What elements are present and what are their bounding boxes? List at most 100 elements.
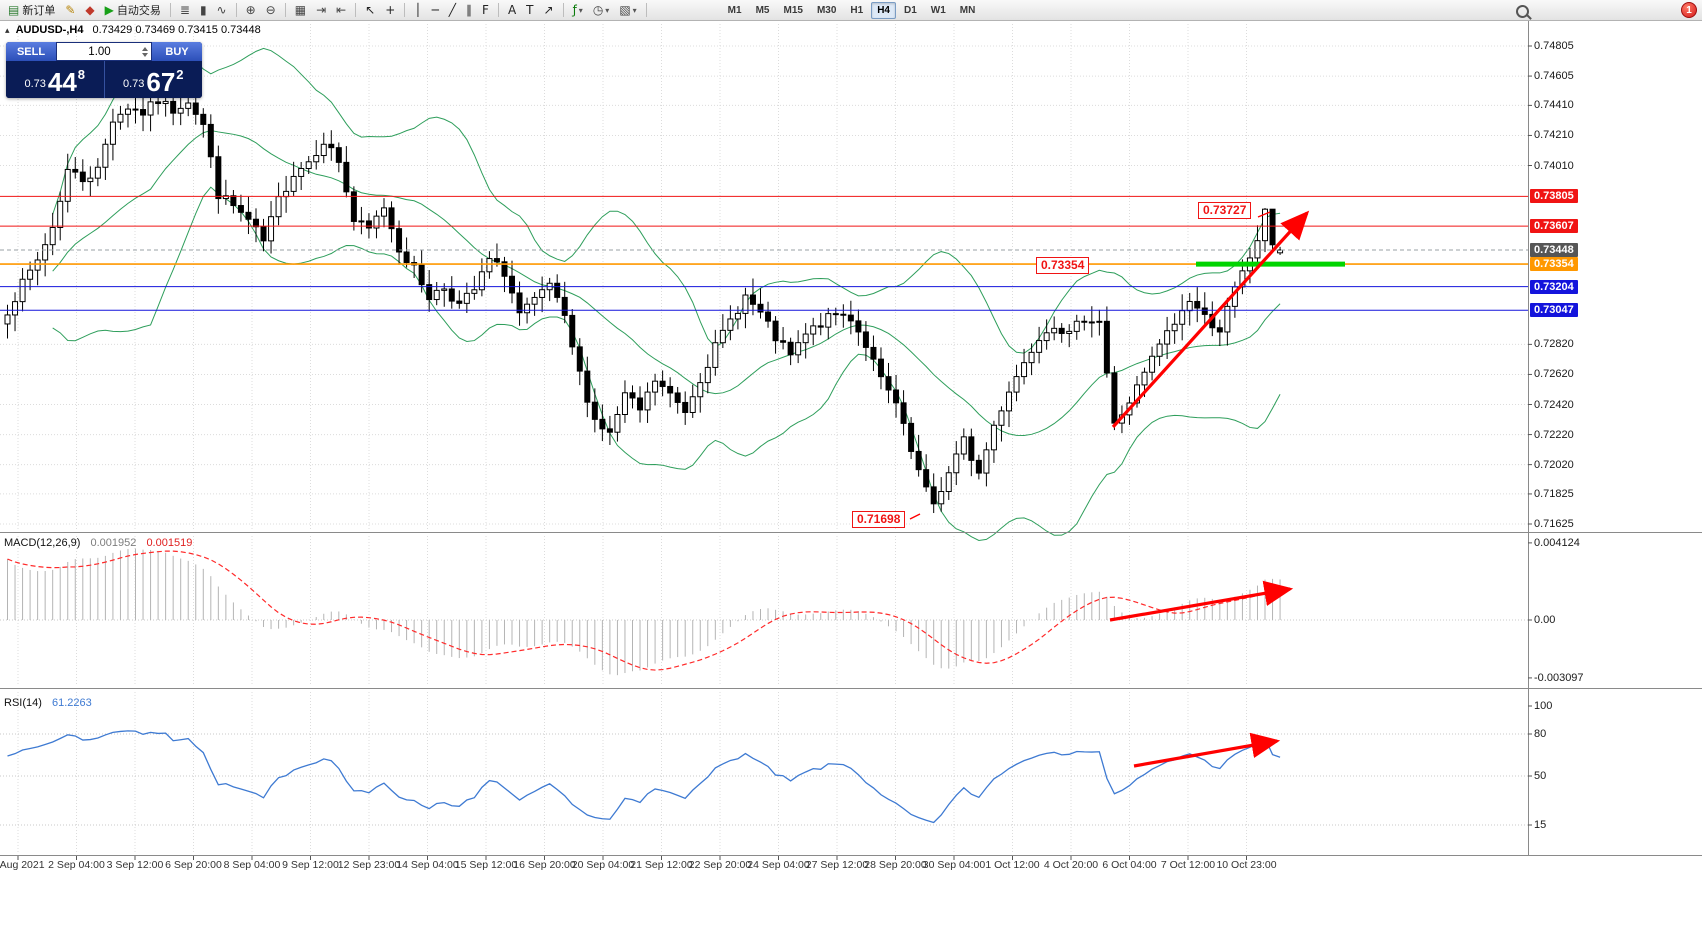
sell-price-big: 44 — [47, 67, 77, 97]
timeframe-m15[interactable]: M15 — [783, 4, 803, 16]
trendline-icon: ╱ — [448, 3, 457, 17]
sell-button[interactable]: SELL — [6, 42, 56, 61]
trend-arrow-rsi[interactable] — [1133, 732, 1281, 768]
tile-windows-icon: ▦ — [294, 3, 307, 17]
toolbar-separator — [562, 3, 564, 17]
macd-name: MACD(12,26,9) — [4, 537, 81, 549]
autotrading-label: 自动交易 — [116, 5, 161, 17]
bar-chart-tool[interactable]: ≣ — [176, 1, 194, 20]
toolbar-separator — [497, 3, 499, 17]
rsi-scale-label: 100 — [1534, 700, 1553, 712]
vertical-line-tool[interactable]: │ — [410, 1, 425, 20]
text-label-tool[interactable]: T — [522, 1, 537, 20]
fibonacci-tool[interactable]: F — [478, 1, 493, 20]
volume-input[interactable]: 1.00 — [56, 42, 152, 61]
main-toolbar: 1 ▤ 新订单 ✎ ◆ ▶ 自动交易 ≣ ▮ ∿ ⊕ ⊖ ▦ ⇥ ⇤ ↖ + │ ─ ╱ ∥ F A T ↗ ƒ ▾ ◷ ▾ ▧ ▾ M1 M… — [0, 0, 1702, 21]
buy-price[interactable]: 0.73 67 2 — [105, 61, 203, 98]
timeframe-d1[interactable]: D1 — [903, 4, 917, 16]
annotation-leader — [909, 513, 921, 520]
timeframe-h1[interactable]: H1 — [850, 4, 864, 16]
price-scale-label: 0.74805 — [1534, 40, 1574, 52]
macd-signal-value: 0.001519 — [146, 537, 193, 549]
rsi-scale-label: 50 — [1534, 770, 1547, 782]
timeframe-mn[interactable]: MN — [959, 4, 976, 16]
volume-spinner[interactable] — [142, 46, 151, 57]
tile-windows-tool[interactable]: ▦ — [291, 1, 310, 20]
trendline-tool[interactable]: ╱ — [445, 1, 460, 20]
notification-badge[interactable]: 1 — [1681, 2, 1697, 18]
timeframe-m1[interactable]: M1 — [727, 4, 742, 16]
metaeditor-tool[interactable]: ✎ — [61, 1, 79, 20]
zoom-in-tool[interactable]: ⊕ — [242, 1, 260, 20]
price-scale[interactable]: 0.74805 0.74605 0.74410 0.74210 0.74010 0.728… — [1529, 21, 1702, 872]
macd-main-value: 0.001952 — [90, 537, 137, 549]
trend-arrow-macd[interactable] — [1109, 580, 1294, 622]
crosshair-tool[interactable]: + — [381, 1, 399, 20]
line-chart-tool[interactable]: ∿ — [213, 1, 231, 20]
one-click-trading-panel: SELL 1.00 BUY 0.73 44 8 0.73 67 2 — [6, 42, 202, 98]
time-axis-label: 14 Sep 04:00 — [396, 859, 459, 871]
time-axis-label: 12 Sep 23:00 — [337, 859, 401, 871]
price-scale-label: 0.72020 — [1534, 458, 1574, 471]
cursor-tool[interactable]: ↖ — [361, 1, 379, 20]
horizontal-line-tool[interactable]: ─ — [428, 1, 443, 20]
price-annotation[interactable]: 0.73727 — [1198, 202, 1252, 219]
new-order-icon: ▤ — [8, 3, 20, 17]
timeframe-w1[interactable]: W1 — [930, 4, 946, 16]
time-axis-label: 20 Sep 04:00 — [571, 859, 635, 871]
price-level-label: 0.73607 — [1530, 219, 1578, 234]
price-level-label: 0.73805 — [1530, 189, 1578, 204]
periods-tool[interactable]: ◷ ▾ — [589, 1, 614, 20]
one-click-collapse-icon[interactable]: ▴ — [5, 25, 10, 35]
new-order-button[interactable]: ▤ 新订单 — [4, 1, 59, 20]
templates-tool[interactable]: ▧ ▾ — [615, 1, 640, 20]
rsi-name: RSI(14) — [4, 697, 42, 709]
buy-button[interactable]: BUY — [152, 42, 202, 61]
text-label-icon: T — [526, 3, 534, 17]
volume-up-icon[interactable] — [142, 46, 148, 51]
volume-down-icon[interactable] — [142, 52, 148, 57]
zoom-out-icon: ⊖ — [265, 3, 276, 17]
autotrading-button[interactable]: ▶ 自动交易 — [101, 1, 165, 20]
indicators-list-tool[interactable]: ƒ ▾ — [569, 1, 587, 20]
templates-icon: ▧ — [619, 3, 631, 17]
timeframe-h4[interactable]: H4 — [871, 1, 896, 19]
price-level-label: 0.73354 — [1530, 257, 1578, 272]
arrows-tool-tool[interactable]: ↗ — [540, 1, 558, 20]
alerts-tool[interactable]: ◆ — [81, 1, 98, 20]
time-axis-label: 2 Sep 04:00 — [48, 859, 105, 871]
chart-symbol: AUDUSD-,H4 — [15, 24, 84, 36]
timeframe-m5[interactable]: M5 — [755, 4, 770, 16]
auto-scroll-tool[interactable]: ⇥ — [312, 1, 330, 20]
text-tool[interactable]: A — [504, 1, 520, 20]
search-icon[interactable] — [1516, 5, 1529, 18]
equidistant-channel-tool[interactable]: ∥ — [462, 1, 476, 20]
price-annotation[interactable]: 0.71698 — [852, 511, 906, 528]
rsi-indicator-label: RSI(14) 61.2263 — [4, 697, 92, 709]
zoom-out-tool[interactable]: ⊖ — [262, 1, 280, 20]
price-scale-label: 0.71825 — [1534, 487, 1574, 500]
price-annotation[interactable]: 0.73354 — [1036, 257, 1090, 274]
macd-signal-line — [7, 550, 1281, 671]
price-scale-label: 0.74010 — [1534, 159, 1574, 172]
toolbar-separator — [645, 3, 647, 17]
rsi-scale-label: 80 — [1534, 728, 1547, 740]
timeframe-m30[interactable]: M30 — [816, 4, 837, 16]
price-scale-label: 0.72420 — [1534, 398, 1574, 411]
time-axis-label: 28 Sep 20:00 — [864, 859, 927, 871]
chart-shift-tool[interactable]: ⇤ — [332, 1, 350, 20]
autotrading-icon: ▶ — [104, 3, 114, 17]
one-click-controls: SELL 1.00 BUY — [6, 42, 202, 61]
time-axis-label: 22 Sep 20:00 — [688, 859, 752, 871]
price-level-label: 0.73448 — [1530, 242, 1578, 257]
trend-arrow-main[interactable] — [1111, 210, 1310, 429]
sell-price[interactable]: 0.73 44 8 — [6, 61, 104, 98]
time-axis-label: 27 Sep 12:00 — [805, 859, 869, 871]
bollinger-bands — [52, 47, 1281, 542]
indicators-list-icon: ƒ — [572, 3, 577, 17]
candle-chart-tool[interactable]: ▮ — [196, 1, 211, 20]
time-axis-label: 21 Sep 12:00 — [630, 859, 693, 871]
